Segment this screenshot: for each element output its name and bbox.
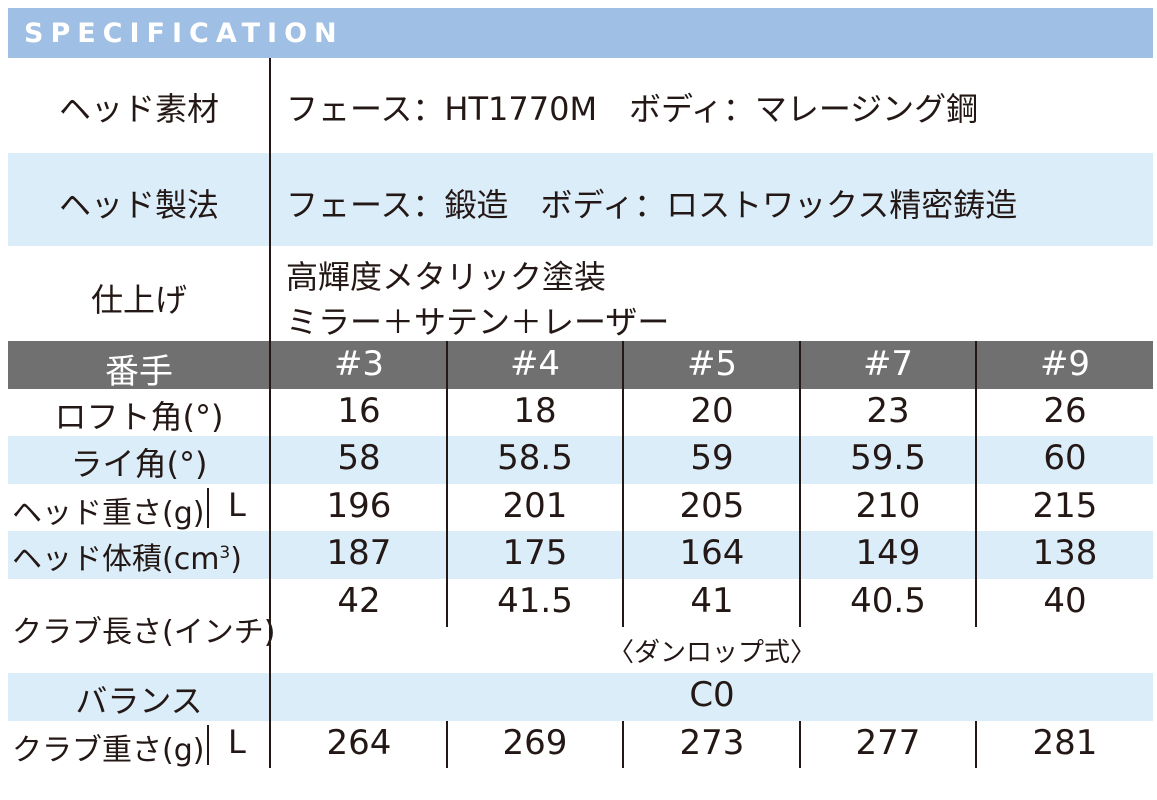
loft-value: 18 bbox=[513, 391, 557, 431]
head-weight-value: 215 bbox=[1032, 486, 1098, 526]
number-3: #3 bbox=[333, 344, 385, 384]
loft-value: 20 bbox=[690, 391, 734, 431]
col-divider-1 bbox=[446, 389, 448, 627]
flex-divider-head-weight bbox=[207, 488, 209, 528]
head-volume-value: 175 bbox=[502, 533, 568, 573]
head-weight-label: ヘッド重さ(g) bbox=[12, 496, 205, 531]
club-weight-value: 264 bbox=[326, 723, 392, 763]
club-length-value: 42 bbox=[337, 581, 381, 621]
club-weight-value: 281 bbox=[1032, 723, 1098, 763]
loft-value: 23 bbox=[866, 391, 910, 431]
head-weight-value: 196 bbox=[326, 486, 392, 526]
club-length-value: 41.5 bbox=[497, 581, 573, 621]
head-weight-value: 205 bbox=[679, 486, 745, 526]
col-divider-2-bottom bbox=[622, 721, 624, 768]
lie-value: 59.5 bbox=[850, 438, 926, 478]
lie-value: 58 bbox=[337, 438, 381, 478]
club-length-value: 41 bbox=[690, 581, 734, 621]
head-material-label: ヘッド素材 bbox=[58, 90, 219, 128]
club-length-note: 〈ダンロップ式〉 bbox=[607, 638, 816, 668]
loft-value: 26 bbox=[1043, 391, 1087, 431]
number-7: #7 bbox=[862, 344, 914, 384]
number-5: #5 bbox=[686, 344, 738, 384]
head-volume-value: 138 bbox=[1032, 533, 1098, 573]
head-weight-value: 210 bbox=[855, 486, 921, 526]
label-column-divider bbox=[269, 58, 271, 768]
band-head-method bbox=[8, 153, 1153, 246]
col-divider-4 bbox=[975, 389, 977, 627]
club-weight-label: クラブ重さ(g) bbox=[12, 733, 205, 768]
club-weight-value: 277 bbox=[855, 723, 921, 763]
finish-label: 仕上げ bbox=[90, 281, 187, 319]
loft-label: ロフト角(°) bbox=[54, 398, 224, 436]
loft-value: 16 bbox=[337, 391, 381, 431]
flex-divider-club-weight bbox=[207, 725, 209, 765]
lie-value: 59 bbox=[690, 438, 734, 478]
head-weight-flex: L bbox=[228, 486, 246, 524]
balance-label: バランス bbox=[75, 682, 203, 720]
col-divider-1-header bbox=[446, 341, 448, 389]
finish-line-1: 高輝度メタリック塗装 bbox=[286, 258, 607, 296]
club-weight-value: 273 bbox=[679, 723, 745, 763]
balance-value: C0 bbox=[689, 675, 735, 715]
band-head-volume bbox=[8, 531, 1153, 579]
lie-label: ライ角(°) bbox=[70, 445, 208, 483]
number-label: 番手 bbox=[105, 352, 173, 392]
head-volume-value: 164 bbox=[679, 533, 745, 573]
col-divider-3 bbox=[799, 389, 801, 627]
head-volume-value: 149 bbox=[855, 533, 921, 573]
head-volume-label: ヘッド体積(cm3) bbox=[12, 542, 242, 577]
band-balance bbox=[8, 673, 1153, 721]
title-bar: SPECIFICATION bbox=[8, 8, 1153, 58]
head-method-value: フェース：鍛造 ボディ：ロストワックス精密鋳造 bbox=[286, 186, 1018, 224]
head-volume-value: 187 bbox=[326, 533, 392, 573]
col-divider-2 bbox=[622, 389, 624, 627]
club-length-value: 40 bbox=[1043, 581, 1087, 621]
col-divider-3-header bbox=[799, 341, 801, 389]
club-length-label: クラブ長さ(インチ) bbox=[12, 615, 276, 650]
col-divider-2-header bbox=[622, 341, 624, 389]
number-4: #4 bbox=[509, 344, 561, 384]
head-material-value: フェース：HT1770M ボディ：マレージング鋼 bbox=[286, 90, 979, 128]
head-weight-value: 201 bbox=[502, 486, 568, 526]
band-lie bbox=[8, 436, 1153, 484]
col-divider-3-bottom bbox=[799, 721, 801, 768]
lie-value: 60 bbox=[1043, 438, 1087, 478]
col-divider-1-bottom bbox=[446, 721, 448, 768]
head-method-label: ヘッド製法 bbox=[58, 186, 219, 224]
number-9: #9 bbox=[1039, 344, 1091, 384]
club-weight-flex: L bbox=[228, 723, 246, 761]
col-divider-4-bottom bbox=[975, 721, 977, 768]
band-number-header bbox=[8, 341, 1153, 389]
head-volume-unit-sup: 3 bbox=[219, 543, 231, 563]
club-weight-value: 269 bbox=[502, 723, 568, 763]
finish-line-2: ミラー＋サテン＋レーザー bbox=[286, 303, 670, 341]
col-divider-4-header bbox=[975, 341, 977, 389]
page-title: SPECIFICATION bbox=[24, 18, 344, 49]
club-length-value: 40.5 bbox=[850, 581, 926, 621]
lie-value: 58.5 bbox=[497, 438, 573, 478]
